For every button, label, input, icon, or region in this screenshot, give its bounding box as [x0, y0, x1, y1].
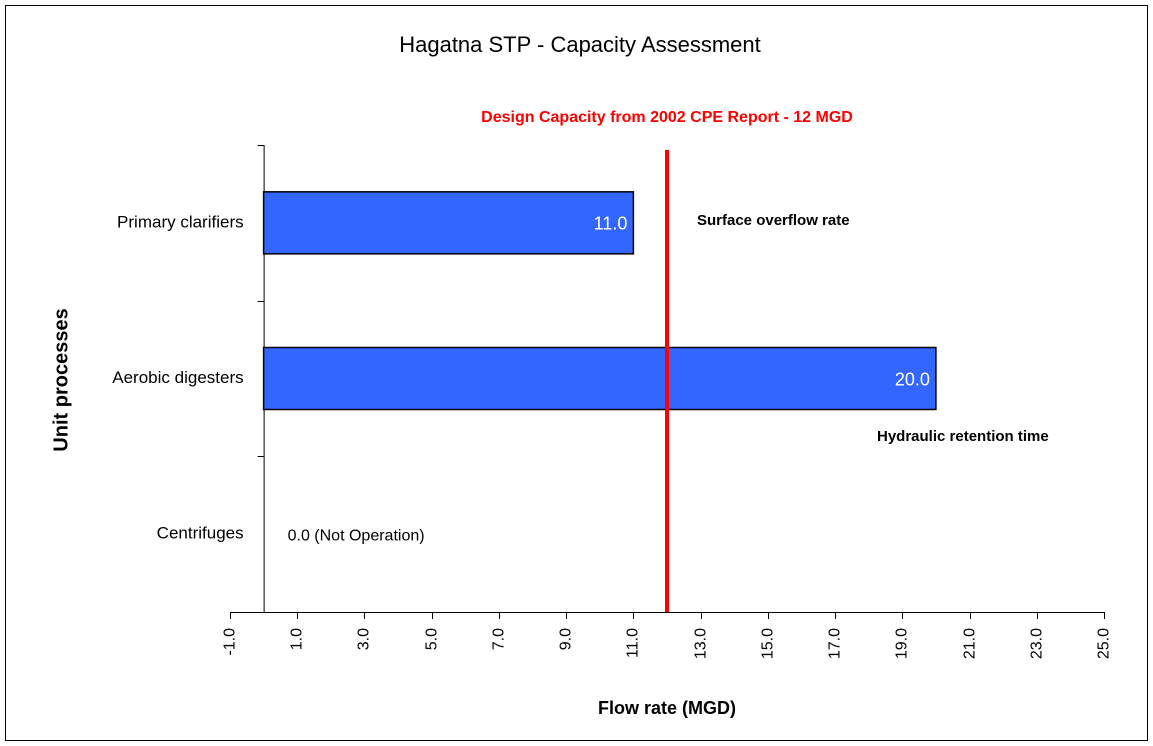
x-tick-label: 1.0	[289, 628, 306, 650]
bar	[262, 191, 635, 255]
chart-title: Hagatna STP - Capacity Assessment	[399, 32, 761, 57]
reference-label: Design Capacity from 2002 CPE Report - 1…	[481, 109, 853, 126]
y-axis-label: Unit processes	[50, 308, 72, 451]
x-tick-label: 5.0	[424, 628, 441, 650]
data-label: 20.0	[895, 369, 930, 389]
x-axis-label: Flow rate (MGD)	[598, 698, 736, 718]
x-tick-label: 21.0	[962, 628, 979, 659]
data-label: 0.0 (Not Operation)	[288, 527, 425, 544]
x-tick-label: 25.0	[1096, 628, 1113, 659]
data-label: 11.0	[594, 214, 628, 234]
x-tick-label: 7.0	[491, 628, 508, 650]
bar	[262, 346, 937, 411]
y-tick-label: Aerobic digesters	[112, 368, 243, 387]
x-tick-label: 15.0	[760, 628, 777, 659]
y-tick-label: Centrifuges	[157, 524, 244, 543]
x-tick-label: 13.0	[693, 628, 710, 659]
x-tick-label: 19.0	[894, 628, 911, 659]
x-tick-label: 11.0	[625, 628, 642, 658]
x-tick-label: 3.0	[356, 628, 373, 650]
annotation: Surface overflow rate	[697, 212, 850, 229]
annotation: Hydraulic retention time	[877, 428, 1049, 445]
x-tick-label: 23.0	[1029, 628, 1046, 659]
x-tick-label: 17.0	[827, 628, 844, 659]
y-tick-label: Primary clarifiers	[117, 212, 244, 231]
x-tick-label: -1.0	[222, 628, 239, 656]
x-tick-label: 9.0	[558, 628, 575, 650]
